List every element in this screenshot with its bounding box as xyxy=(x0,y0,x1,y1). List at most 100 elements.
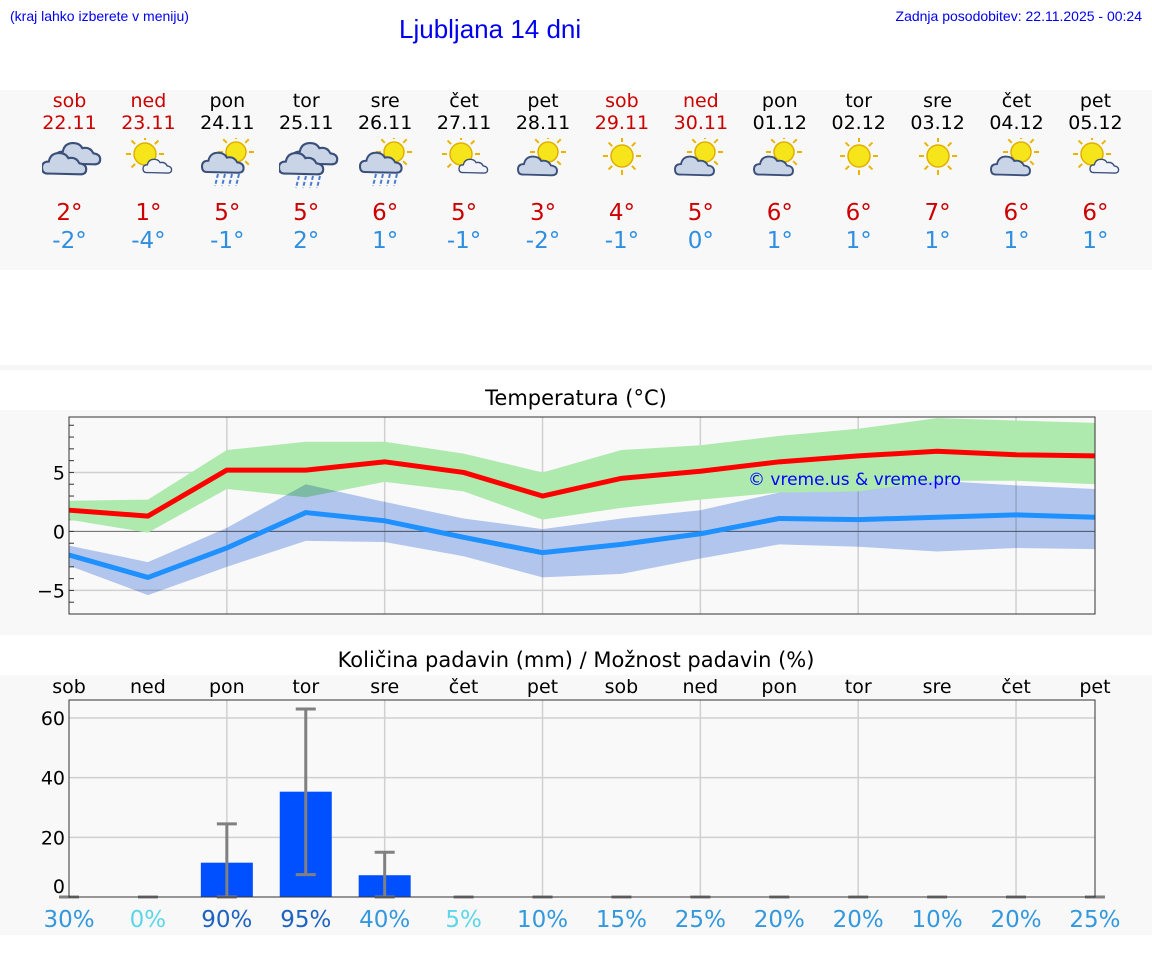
precipitation-probability: 15% xyxy=(596,907,647,933)
min-temperature: 1° xyxy=(1003,228,1030,254)
day-date: 03.12 xyxy=(910,112,965,134)
min-temperature: 1° xyxy=(766,228,793,254)
max-temperature-band xyxy=(69,418,1095,533)
location-hint: (kraj lahko izberete v meniju) xyxy=(10,8,189,24)
min-temperature: 1° xyxy=(845,228,872,254)
temperature-chart: 5 0 −5 © vreme.us & vreme.pro xyxy=(37,416,1096,615)
day-label: pon xyxy=(209,676,245,698)
forecast-day: tor 02.12 6° 1° xyxy=(819,90,898,254)
sun-icon xyxy=(831,137,891,196)
sun-icon xyxy=(910,137,970,196)
precipitation-probability: 90% xyxy=(201,907,252,933)
day-label: ned xyxy=(682,676,718,698)
day-name: pon xyxy=(209,90,246,112)
day-name: sre xyxy=(370,90,400,112)
day-name: čet xyxy=(449,90,479,112)
max-temperature: 6° xyxy=(845,200,872,226)
plot-frame xyxy=(68,416,1096,615)
day-label: sob xyxy=(52,676,86,698)
day-label: sre xyxy=(923,676,952,698)
day-name: sob xyxy=(52,90,87,112)
y-tick-label: −5 xyxy=(37,580,65,602)
min-temperature-band xyxy=(69,480,1095,596)
precipitation-chart-title: Količina padavin (mm) / Možnost padavin … xyxy=(337,648,815,672)
min-temperature: -1° xyxy=(446,228,482,254)
min-temperature: -1° xyxy=(604,228,640,254)
cloud-sun-icon xyxy=(989,134,1049,196)
daily-forecast-strip: sob 22.11 2° -2° ned 23.11 1° -4° pon 24.1… xyxy=(0,90,1152,270)
last-updated: Zadnja posodobitev: 22.11.2025 - 00:24 xyxy=(895,8,1142,24)
day-date: 27.11 xyxy=(436,112,492,134)
day-label: pon xyxy=(761,676,797,698)
day-date: 30.11 xyxy=(673,112,729,134)
precipitation-probability: 20% xyxy=(833,907,884,933)
forecast-day: pet 05.12 6° 1° xyxy=(1056,90,1135,254)
day-name: tor xyxy=(292,90,320,112)
precipitation-probability: 30% xyxy=(43,907,94,933)
max-temperature-line xyxy=(68,448,1095,519)
min-temperature: 1° xyxy=(372,228,399,254)
max-temperature: 5° xyxy=(293,200,320,226)
day-date: 22.11 xyxy=(42,112,97,134)
plot-frame xyxy=(68,699,1096,898)
forecast-day: sob 29.11 4° -1° xyxy=(582,90,661,254)
min-temperature: -2° xyxy=(52,228,87,254)
max-temperature: 3° xyxy=(529,200,557,226)
forecast-day: ned 30.11 5° 0° xyxy=(661,90,740,254)
day-date: 28.11 xyxy=(515,112,571,134)
y-tick-label: 5 xyxy=(53,462,65,484)
day-label: sre xyxy=(370,676,399,698)
forecast-day: sob 22.11 2° -2° xyxy=(30,90,109,254)
sun-small-cloud-icon xyxy=(121,135,181,196)
cloud-rain-icon xyxy=(277,138,339,196)
precipitation-probability: 40% xyxy=(359,907,410,933)
y-tick-label: 0 xyxy=(53,521,65,543)
max-temperature: 4° xyxy=(608,200,635,226)
cloud-sun-icon xyxy=(673,134,733,196)
sun-icon xyxy=(594,137,654,196)
max-temperature: 6° xyxy=(766,200,793,226)
day-label: čet xyxy=(449,676,479,698)
day-date: 25.11 xyxy=(279,112,334,134)
max-temperature: 6° xyxy=(372,200,399,226)
min-temperature: 1° xyxy=(924,228,951,254)
day-date: 02.12 xyxy=(831,112,886,134)
day-date: 23.11 xyxy=(121,112,176,134)
day-date: 05.12 xyxy=(1068,112,1123,134)
sun-cloud-rain-icon xyxy=(200,134,260,196)
precipitation-probability: 20% xyxy=(990,907,1041,933)
cloud-sun-icon xyxy=(752,134,812,196)
forecast-day: sre 26.11 6° 1° xyxy=(346,90,425,254)
max-temperature: 6° xyxy=(1003,200,1030,226)
max-temperature: 1° xyxy=(135,200,162,226)
forecast-day: sre 03.12 7° 1° xyxy=(898,90,977,254)
day-label: tor xyxy=(292,676,319,698)
day-label: tor xyxy=(845,676,872,698)
day-name: tor xyxy=(845,90,873,112)
precipitation-probability: 25% xyxy=(1069,907,1120,933)
day-date: 29.11 xyxy=(594,112,650,134)
day-label: pet xyxy=(527,676,558,698)
precipitation-probability: 20% xyxy=(754,907,805,933)
y-tick-label: 60 xyxy=(41,708,65,730)
day-label: sob xyxy=(605,676,639,698)
day-name: sob xyxy=(605,90,639,112)
precipitation-probability: 25% xyxy=(675,907,726,933)
min-temperature: -4° xyxy=(131,228,166,254)
forecast-day: tor 25.11 5° 2° xyxy=(267,90,346,254)
min-temperature: -2° xyxy=(525,228,561,254)
day-label: čet xyxy=(1001,676,1031,698)
forecast-day: čet 27.11 5° -1° xyxy=(425,90,504,254)
max-temperature: 5° xyxy=(214,200,241,226)
day-name: ned xyxy=(682,90,719,112)
temperature-chart-title: Temperatura (°C) xyxy=(485,386,667,410)
min-temperature: 1° xyxy=(1082,228,1109,254)
min-temperature: -1° xyxy=(210,228,245,254)
max-temperature: 7° xyxy=(924,200,951,226)
y-tick-label: 0 xyxy=(53,876,65,898)
day-name: ned xyxy=(130,90,167,112)
day-date: 01.12 xyxy=(752,112,807,134)
max-temperature: 2° xyxy=(56,200,83,226)
day-label: pet xyxy=(1079,676,1110,698)
precipitation-probability: 95% xyxy=(280,907,331,933)
